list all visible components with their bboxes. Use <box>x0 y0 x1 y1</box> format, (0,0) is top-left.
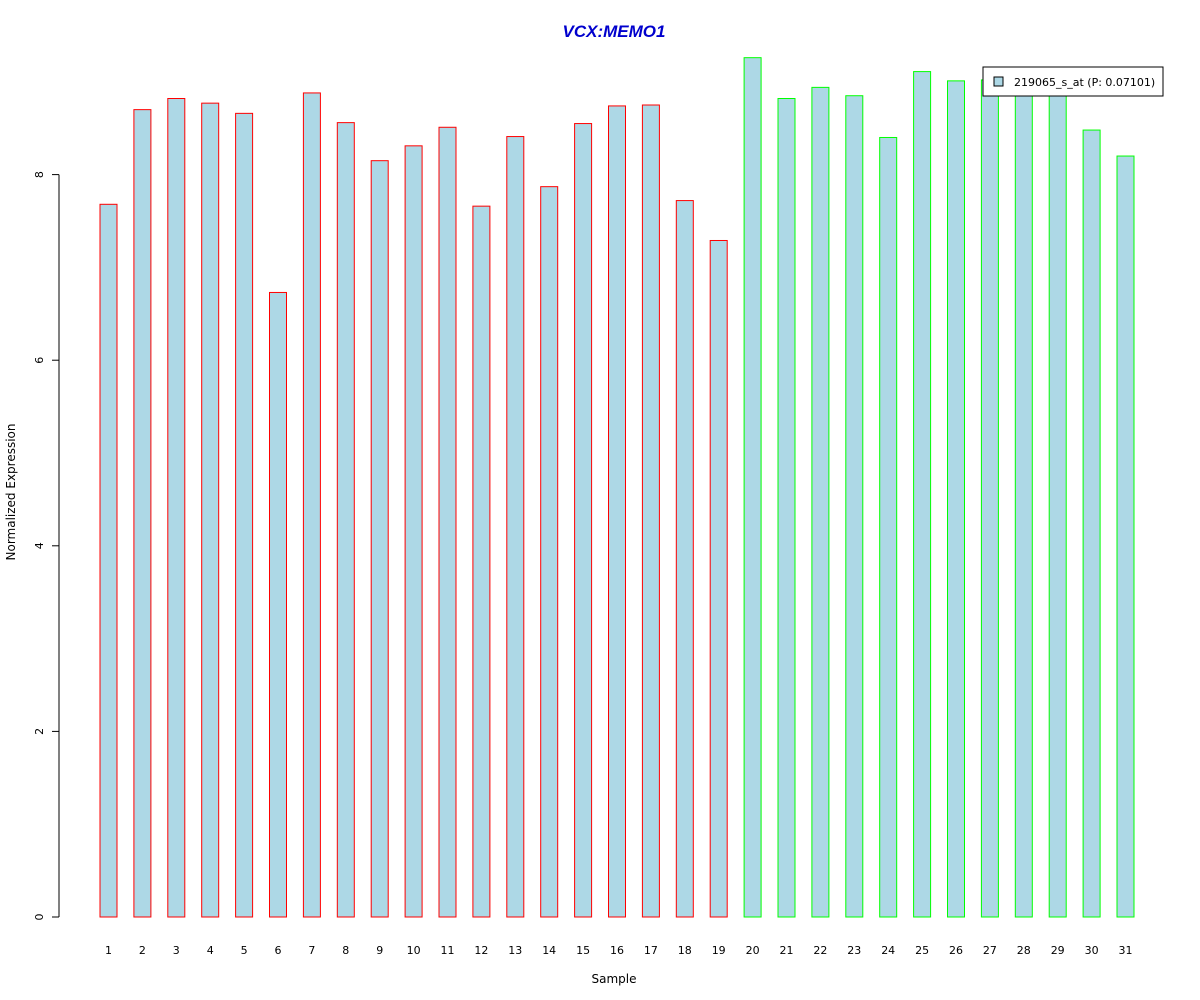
x-tick-label: 30 <box>1085 944 1099 957</box>
chart-title: VCX:MEMO1 <box>563 22 666 41</box>
bar-sample-24 <box>879 136 898 918</box>
x-tick-label: 22 <box>813 944 827 957</box>
bar-sample-10 <box>404 145 423 918</box>
bar-sample-15 <box>574 123 593 918</box>
x-tick-label: 17 <box>644 944 658 957</box>
bar-sample-29 <box>1048 88 1067 918</box>
x-tick-label: 24 <box>881 944 895 957</box>
bar-sample-11 <box>438 126 457 918</box>
x-tick-label: 1 <box>105 944 112 957</box>
x-tick-label: 7 <box>308 944 315 957</box>
x-tick-label: 2 <box>139 944 146 957</box>
bar-sample-2 <box>133 109 152 918</box>
legend: 219065_s_at (P: 0.07101) <box>982 66 1164 97</box>
x-tick-label: 5 <box>241 944 248 957</box>
bar-sample-1 <box>99 203 118 918</box>
bar-sample-31 <box>1116 155 1135 918</box>
bar-sample-20 <box>743 57 762 918</box>
x-tick-label: 6 <box>275 944 282 957</box>
bar-sample-22 <box>811 86 830 918</box>
y-axis: 0 2 4 6 8 <box>33 171 60 921</box>
x-tick-labels: 1 2 3 4 5 6 7 8 9 10 11 12 13 14 15 16 17 18 19 20 21 22 23 24 2… <box>105 944 1133 957</box>
y-tick-label: 4 <box>33 542 46 549</box>
legend-box <box>982 66 1164 97</box>
x-tick-label: 3 <box>173 944 180 957</box>
x-tick-label: 25 <box>915 944 929 957</box>
x-tick-label: 28 <box>1017 944 1031 957</box>
x-tick-label: 15 <box>576 944 590 957</box>
x-tick-label: 23 <box>847 944 861 957</box>
bar-sample-8 <box>336 122 355 918</box>
bar-sample-16 <box>608 105 626 918</box>
bar-sample-17 <box>641 104 660 918</box>
bar-sample-13 <box>506 136 525 918</box>
bar-sample-7 <box>302 92 321 918</box>
bar-sample-27 <box>980 79 999 918</box>
y-tick-label: 2 <box>33 728 46 735</box>
x-tick-label: 11 <box>441 944 455 957</box>
y-tick-label: 0 <box>33 914 46 921</box>
y-axis-label: Normalized Expression <box>4 423 18 560</box>
bar-sample-26 <box>947 80 965 918</box>
y-tick-label: 8 <box>33 171 46 178</box>
x-axis-label: Sample <box>592 972 637 986</box>
bars-group <box>99 57 1135 918</box>
x-tick-label: 26 <box>949 944 963 957</box>
x-tick-label: 18 <box>678 944 692 957</box>
bar-sample-25 <box>913 71 932 918</box>
y-tick-label: 6 <box>33 357 46 364</box>
legend-swatch <box>993 76 1004 87</box>
bar-sample-5 <box>235 112 254 918</box>
x-tick-label: 8 <box>342 944 349 957</box>
bar-sample-3 <box>167 98 186 918</box>
bar-sample-14 <box>540 186 559 918</box>
x-tick-label: 4 <box>207 944 214 957</box>
x-tick-label: 14 <box>542 944 556 957</box>
x-tick-label: 31 <box>1119 944 1133 957</box>
x-tick-label: 20 <box>746 944 760 957</box>
bar-sample-30 <box>1082 129 1101 918</box>
x-tick-label: 12 <box>474 944 488 957</box>
bar-sample-28 <box>1014 92 1033 918</box>
bar-sample-6 <box>269 291 287 918</box>
bar-sample-4 <box>201 102 220 918</box>
x-tick-label: 21 <box>780 944 794 957</box>
x-tick-label: 16 <box>610 944 624 957</box>
bar-sample-23 <box>845 95 864 918</box>
bar-sample-9 <box>370 160 389 918</box>
x-tick-label: 19 <box>712 944 726 957</box>
x-tick-label: 10 <box>407 944 421 957</box>
legend-entry: 219065_s_at (P: 0.07101) <box>1014 76 1155 89</box>
x-tick-label: 9 <box>376 944 383 957</box>
bar-sample-12 <box>472 205 491 918</box>
x-tick-label: 29 <box>1051 944 1065 957</box>
bar-sample-18 <box>675 200 694 918</box>
x-tick-label: 27 <box>983 944 997 957</box>
x-tick-label: 13 <box>508 944 522 957</box>
bar-sample-19 <box>709 239 728 918</box>
bar-sample-21 <box>777 98 796 918</box>
